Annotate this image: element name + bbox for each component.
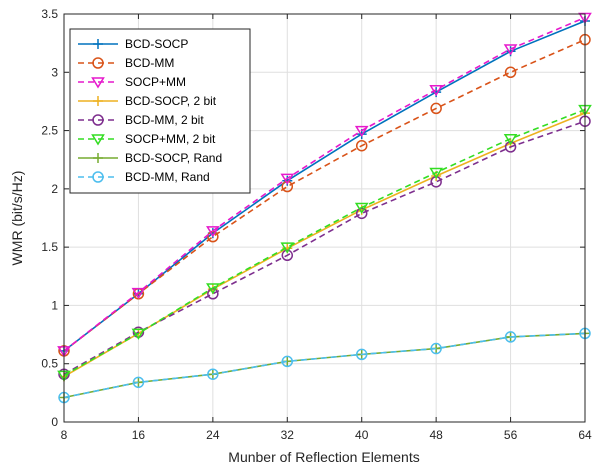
legend-item: SOCP+MM (78, 75, 186, 89)
legend-label: BCD-SOCP (125, 37, 188, 51)
data-point (131, 287, 146, 300)
series-line (63, 108, 586, 377)
legend-item: SOCP+MM, 2 bit (78, 132, 216, 146)
data-point (132, 376, 145, 389)
data-point (131, 328, 146, 340)
legend-marker (92, 114, 104, 126)
data-point (281, 249, 294, 262)
data-point (206, 283, 220, 295)
series-line (63, 332, 586, 399)
legend-item: BCD-SOCP, Rand (78, 151, 222, 165)
legend-marker (93, 153, 103, 163)
legend-marker (92, 57, 104, 69)
legend-label: BCD-MM, 2 bit (125, 113, 204, 127)
legend: BCD-SOCP BCD-MM SOCP+MM BCD-SOCP, 2 bit BCD-… (69, 28, 251, 194)
data-point (503, 44, 518, 56)
legend-label: BCD-SOCP, Rand (125, 151, 222, 165)
data-point (430, 342, 442, 355)
data-point (280, 242, 295, 254)
x-tick-label: 40 (355, 428, 369, 442)
legend-item: BCD-SOCP, 2 bit (78, 94, 217, 108)
axis-ticks: 8 16 24 32 40 48 56 64 0 0.5 1 1.5 2 2.5 3 3.5 (41, 7, 592, 442)
series-line (63, 38, 586, 352)
data-point (281, 355, 294, 368)
legend-marker (91, 134, 105, 146)
data-point (354, 202, 369, 214)
data-point (207, 368, 219, 380)
x-tick-label: 8 (61, 428, 68, 442)
data-point (355, 348, 368, 361)
legend-item: BCD-MM (78, 56, 174, 70)
data-point (504, 331, 517, 343)
data-point (206, 226, 220, 238)
data-point (355, 139, 368, 152)
series-line (63, 16, 586, 352)
x-tick-label: 48 (429, 428, 443, 442)
legend-marker (93, 39, 103, 49)
legend-item: BCD-MM, 2 bit (78, 113, 204, 127)
data-point (429, 85, 443, 97)
x-tick-label: 32 (281, 428, 295, 442)
legend-label: BCD-SOCP, 2 bit (125, 94, 217, 108)
legend-marker (92, 171, 104, 183)
y-tick-label: 1 (51, 298, 58, 312)
legend-box (69, 28, 251, 194)
data-point (430, 102, 442, 115)
data-point (503, 133, 518, 146)
y-tick-label: 1.5 (41, 240, 58, 254)
legend-item: BCD-MM, Rand (78, 170, 210, 184)
x-tick-label: 16 (132, 428, 146, 442)
x-axis-title: Munber of Reflection Elements (228, 449, 419, 465)
data-point (429, 167, 443, 179)
y-tick-label: 3.5 (41, 7, 58, 21)
data-point (280, 173, 295, 185)
y-tick-label: 2.5 (41, 124, 58, 138)
legend-label: BCD-MM (125, 56, 174, 70)
data-point (281, 180, 294, 193)
legend-label: SOCP+MM, 2 bit (125, 132, 216, 146)
y-tick-label: 0 (51, 415, 58, 429)
y-tick-label: 0.5 (41, 357, 58, 371)
y-tick-label: 3 (51, 65, 58, 79)
x-tick-label: 56 (504, 428, 518, 442)
series-line (63, 112, 586, 378)
x-tick-label: 24 (206, 428, 220, 442)
legend-marker (91, 77, 105, 89)
plot-frame (63, 13, 586, 423)
y-axis-title: WMR (bit/s/Hz) (9, 171, 25, 266)
data-point (354, 125, 369, 138)
series-line (63, 20, 586, 352)
legend-marker (93, 96, 103, 106)
legend-item: BCD-SOCP (78, 37, 188, 51)
series-line (63, 120, 586, 375)
y-tick-label: 2 (51, 182, 58, 196)
data-point (504, 141, 517, 153)
x-tick-label: 64 (578, 428, 592, 442)
data-point (578, 12, 592, 24)
legend-label: SOCP+MM (125, 75, 186, 89)
data-point (504, 66, 517, 79)
legend-label: BCD-MM, Rand (125, 170, 210, 184)
